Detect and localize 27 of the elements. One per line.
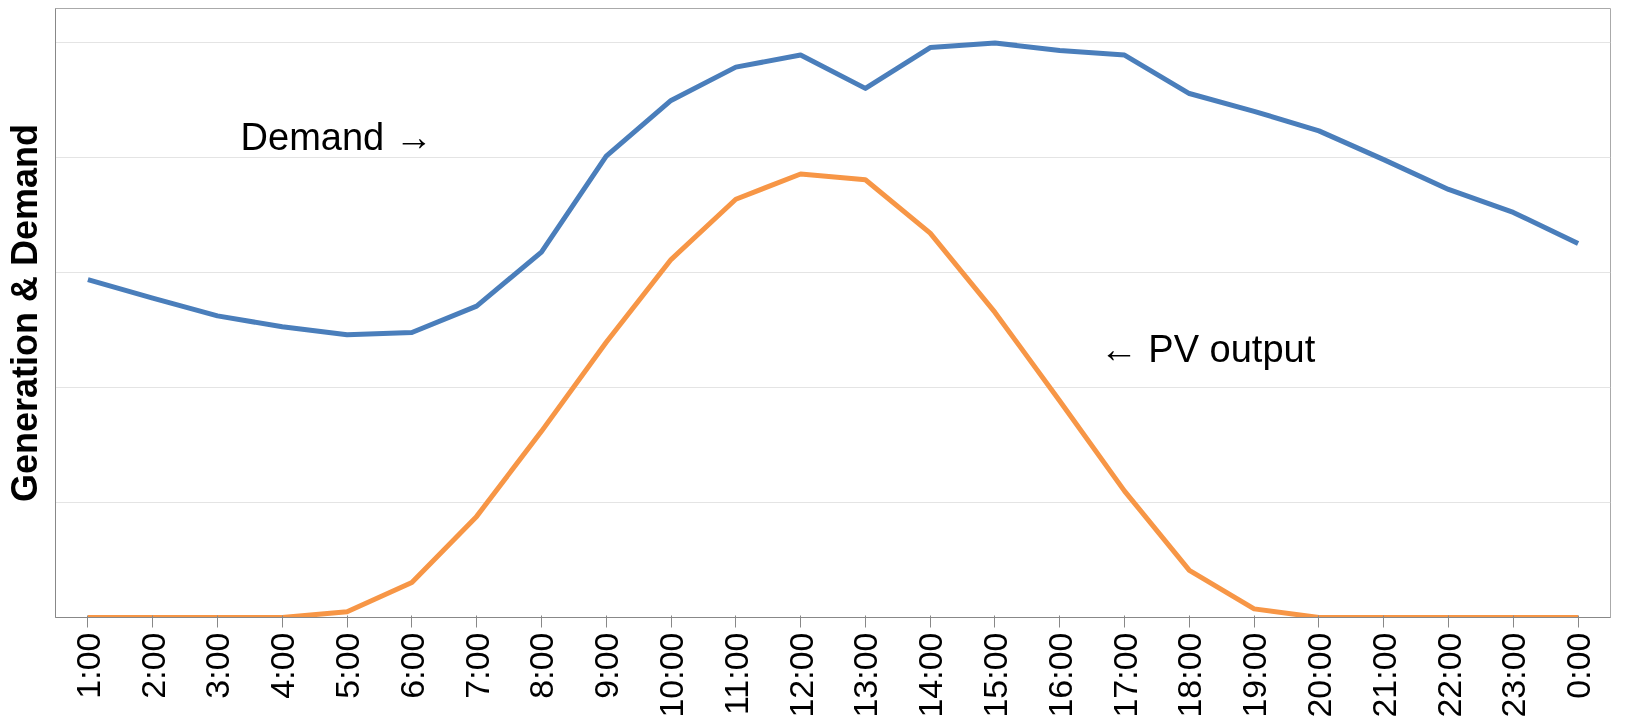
x-tick-label: 22:00 <box>1429 632 1468 718</box>
x-tick-label: 8:00 <box>522 632 561 699</box>
annotation: Demand → <box>240 115 433 158</box>
x-tick-label: 14:00 <box>911 632 950 718</box>
y-axis-title: Generation & Demand <box>3 123 45 503</box>
annotation: ← PV output <box>1099 328 1316 371</box>
x-tick-label: 7:00 <box>457 632 496 699</box>
x-tick-label: 0:00 <box>1559 632 1598 699</box>
x-tick-label: 16:00 <box>1040 632 1079 718</box>
x-tick-label: 13:00 <box>846 632 885 718</box>
x-tick-label: 10:00 <box>652 632 691 718</box>
x-tick-label: 15:00 <box>975 632 1014 718</box>
x-tick-label: 2:00 <box>133 632 172 699</box>
x-tick-label: 21:00 <box>1364 632 1403 718</box>
x-tick-label: 11:00 <box>716 632 755 716</box>
x-tick-label: 17:00 <box>1105 632 1144 718</box>
x-tick-label: 20:00 <box>1299 632 1338 718</box>
x-tick-label: 18:00 <box>1170 632 1209 718</box>
x-tick-label: 19:00 <box>1235 632 1274 718</box>
x-tick-label: 5:00 <box>328 632 367 699</box>
x-tick-label: 23:00 <box>1494 632 1533 718</box>
x-tick-label: 1:00 <box>68 632 107 699</box>
x-tick-label: 3:00 <box>198 632 237 699</box>
x-tick-label: 6:00 <box>392 632 431 699</box>
x-tick-label: 4:00 <box>263 632 302 699</box>
x-tick-label: 9:00 <box>587 632 626 699</box>
x-tick-label: 12:00 <box>781 632 820 718</box>
